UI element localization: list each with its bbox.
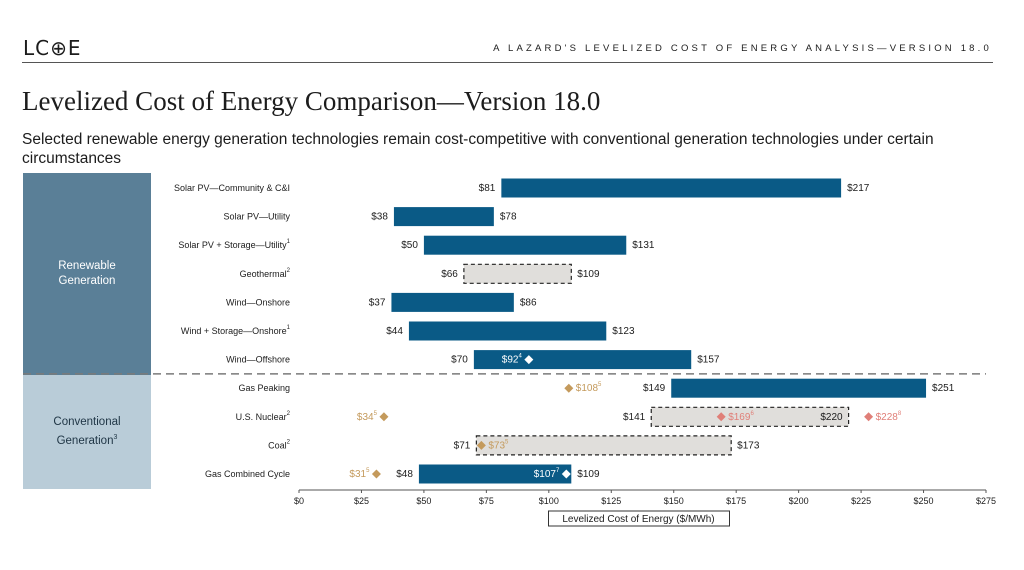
- low-value-label: $44: [386, 326, 403, 337]
- high-value-label: $109: [577, 268, 600, 279]
- category-label: Gas Peaking: [238, 383, 290, 393]
- marker-value-label: $1077: [534, 468, 560, 480]
- high-value-label: $131: [632, 240, 655, 251]
- category-label: Wind + Storage—Onshore1: [181, 325, 291, 336]
- x-axis-title: Levelized Cost of Energy ($/MWh): [562, 514, 714, 525]
- category-label: Solar PV—Utility: [223, 212, 290, 222]
- renewable-label-line2: Generation: [58, 275, 116, 287]
- range-bar: [408, 321, 607, 341]
- page-subtitle: Selected renewable energy generation tec…: [22, 131, 934, 167]
- data-point-diamond: [561, 469, 571, 479]
- x-tick-label: $200: [789, 496, 809, 506]
- data-point-diamond: [371, 469, 381, 479]
- range-bar: [501, 178, 842, 198]
- header-divider: [22, 62, 993, 63]
- x-tick-label: $0: [294, 496, 304, 506]
- range-bar: [393, 207, 494, 227]
- low-value-label: $37: [369, 297, 386, 308]
- range-bar-dashed: [463, 263, 572, 284]
- conventional-footnote: 3: [113, 434, 118, 442]
- conventional-generation-panel: Conventional Generation3: [23, 375, 151, 489]
- data-point-diamond: [564, 383, 574, 393]
- low-value-label: $149: [643, 383, 666, 394]
- data-point-diamond: [864, 412, 874, 422]
- x-tick-label: $125: [601, 496, 621, 506]
- data-point-diamond: [524, 355, 534, 365]
- x-tick-label: $250: [914, 496, 934, 506]
- x-axis-title-box: [548, 510, 730, 527]
- x-tick-label: $50: [416, 496, 431, 506]
- marker-value-label: $345: [357, 411, 378, 423]
- report-header-title: A LAZARD'S LEVELIZED COST OF ENERGY ANAL…: [493, 43, 992, 54]
- data-point-diamond: [476, 440, 486, 450]
- low-value-label: $48: [396, 469, 413, 480]
- high-value-label: $251: [932, 383, 955, 394]
- low-value-label: $66: [441, 268, 458, 279]
- marker-value-label: $2288: [876, 411, 902, 423]
- range-bar: [423, 235, 627, 255]
- low-value-label: $38: [371, 211, 388, 222]
- x-tick-label: $275: [976, 496, 996, 506]
- conventional-label-line2: Generation: [56, 434, 114, 447]
- x-tick-label: $25: [354, 496, 369, 506]
- x-tick-label: $150: [664, 496, 684, 506]
- data-point-diamond: [716, 412, 726, 422]
- low-value-label: $141: [623, 411, 646, 422]
- range-bar: [473, 350, 692, 370]
- category-label: Geothermal2: [240, 268, 291, 279]
- low-value-label: $71: [454, 440, 471, 451]
- marker-value-label: $735: [488, 439, 509, 451]
- renewable-label-line1: Renewable: [58, 260, 116, 272]
- marker-value-label: $1085: [576, 382, 602, 394]
- range-bar: [418, 464, 572, 484]
- marker-value-label: $1696: [728, 411, 754, 423]
- marker-value-label: $924: [502, 354, 523, 366]
- high-value-label: $86: [520, 297, 537, 308]
- x-tick-label: $175: [726, 496, 746, 506]
- page-title: Levelized Cost of Energy Comparison—Vers…: [22, 86, 601, 116]
- category-label: Solar PV + Storage—Utility1: [178, 239, 290, 250]
- high-value-label: $173: [737, 440, 760, 451]
- conventional-label-line1: Conventional: [53, 416, 121, 429]
- category-label: Coal2: [268, 439, 291, 450]
- high-value-label: $157: [697, 354, 720, 365]
- x-tick-label: $225: [851, 496, 871, 506]
- high-value-label: $217: [847, 183, 870, 194]
- high-value-label: $123: [612, 326, 635, 337]
- x-tick-label: $75: [479, 496, 494, 506]
- lcoe-logo: LC⊕E: [23, 36, 82, 60]
- category-label: Wind—Offshore: [226, 355, 290, 365]
- high-value-label: $220: [820, 411, 843, 422]
- range-bar-dashed: [650, 406, 850, 427]
- x-tick-label: $100: [539, 496, 559, 506]
- range-bar-dashed: [475, 435, 732, 456]
- category-label: Gas Combined Cycle: [205, 469, 290, 479]
- low-value-label: $50: [401, 240, 418, 251]
- renewable-generation-panel: Renewable Generation: [23, 173, 151, 375]
- category-label: Wind—Onshore: [226, 297, 290, 307]
- low-value-label: $70: [451, 354, 468, 365]
- high-value-label: $78: [500, 211, 517, 222]
- category-label: U.S. Nuclear2: [236, 411, 291, 422]
- data-point-diamond: [379, 412, 389, 422]
- marker-value-label: $315: [349, 468, 370, 480]
- category-label: Solar PV—Community & C&I: [174, 183, 290, 193]
- range-bar: [671, 378, 927, 398]
- range-bar: [391, 292, 514, 312]
- low-value-label: $81: [479, 183, 496, 194]
- high-value-label: $109: [577, 469, 600, 480]
